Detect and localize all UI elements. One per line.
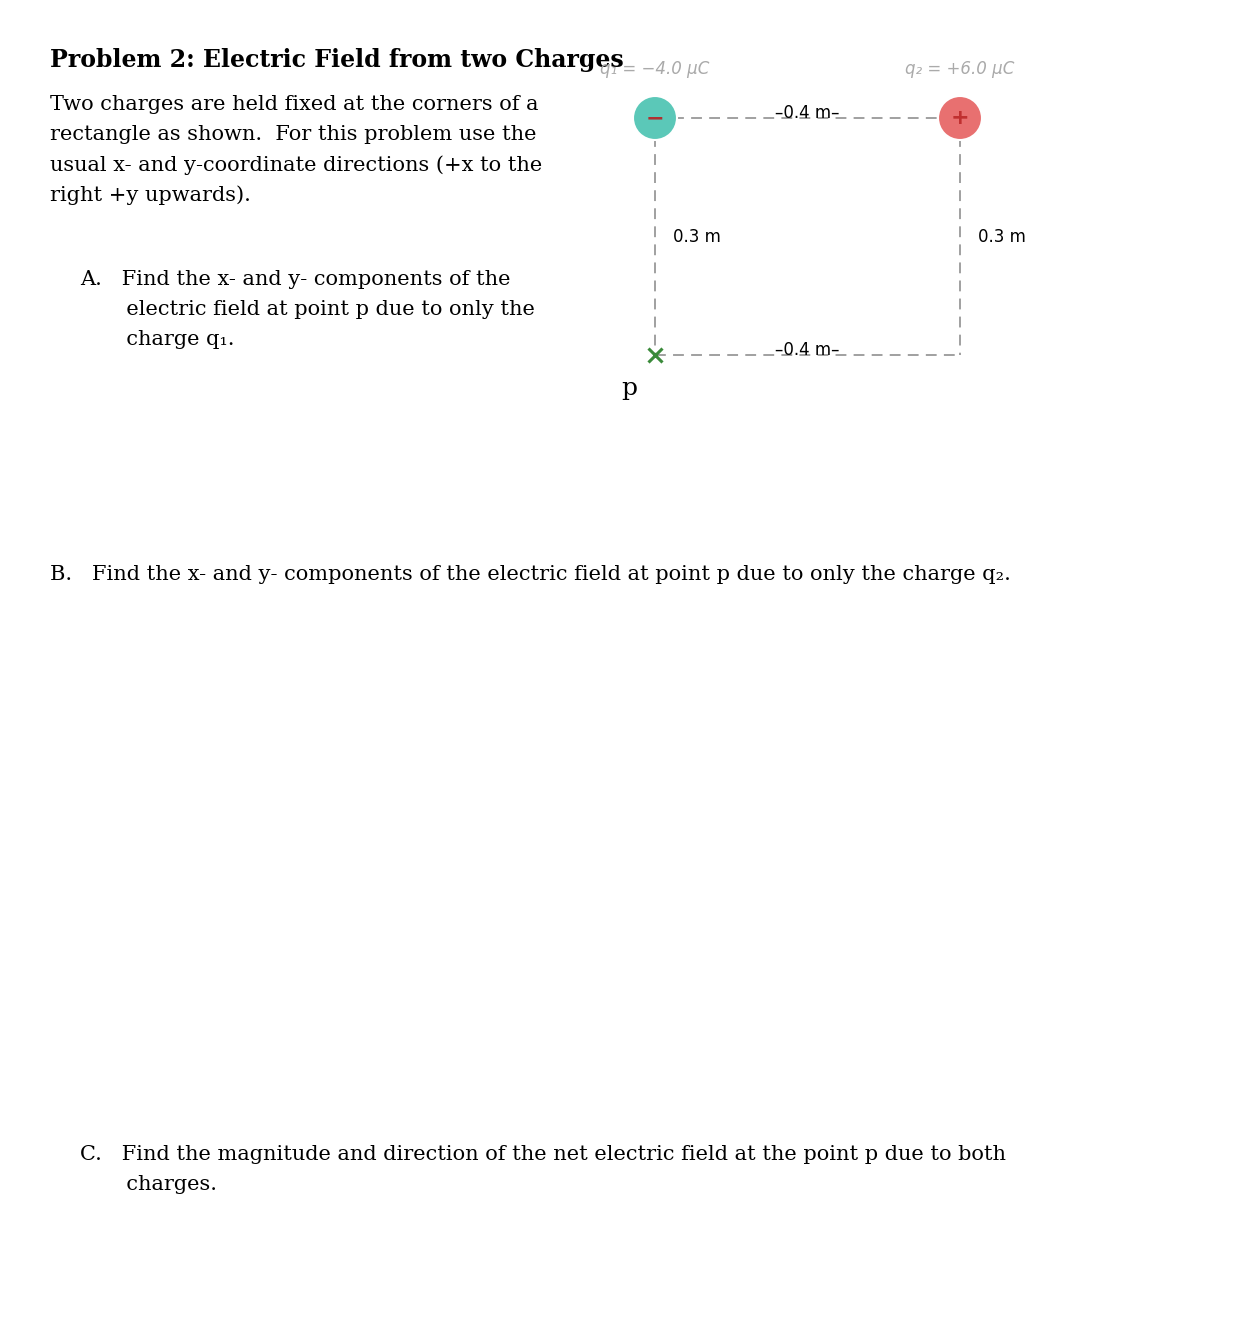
Text: Two charges are held fixed at the corners of a: Two charges are held fixed at the corner…: [50, 96, 539, 114]
Text: −: −: [646, 108, 665, 127]
Text: right +y upwards).: right +y upwards).: [50, 185, 251, 205]
Text: q₁ = −4.0 μC: q₁ = −4.0 μC: [600, 60, 709, 78]
Text: A.   Find the x- and y- components of the: A. Find the x- and y- components of the: [80, 270, 510, 290]
Text: usual x- and y-coordinate directions (+x to the: usual x- and y-coordinate directions (+x…: [50, 155, 542, 175]
Text: electric field at point p due to only the: electric field at point p due to only th…: [80, 300, 535, 319]
Text: +: +: [951, 108, 969, 127]
Circle shape: [633, 96, 677, 139]
Text: Problem 2: Electric Field from two Charges: Problem 2: Electric Field from two Charg…: [50, 48, 624, 72]
Text: charges.: charges.: [80, 1175, 217, 1194]
Text: q₂ = +6.0 μC: q₂ = +6.0 μC: [905, 60, 1015, 78]
Text: 0.3 m: 0.3 m: [673, 227, 721, 246]
Text: 0.3 m: 0.3 m: [978, 227, 1026, 246]
Text: rectangle as shown.  For this problem use the: rectangle as shown. For this problem use…: [50, 125, 536, 143]
Text: p: p: [621, 377, 638, 400]
Text: B.   Find the x- and y- components of the electric field at point p due to only : B. Find the x- and y- components of the …: [50, 564, 1011, 584]
Text: charge q₁.: charge q₁.: [80, 329, 234, 349]
Circle shape: [938, 96, 982, 139]
Text: C.   Find the magnitude and direction of the net electric field at the point p d: C. Find the magnitude and direction of t…: [80, 1145, 1006, 1165]
Text: –0.4 m–: –0.4 m–: [775, 104, 839, 122]
Text: –0.4 m–: –0.4 m–: [775, 341, 839, 359]
